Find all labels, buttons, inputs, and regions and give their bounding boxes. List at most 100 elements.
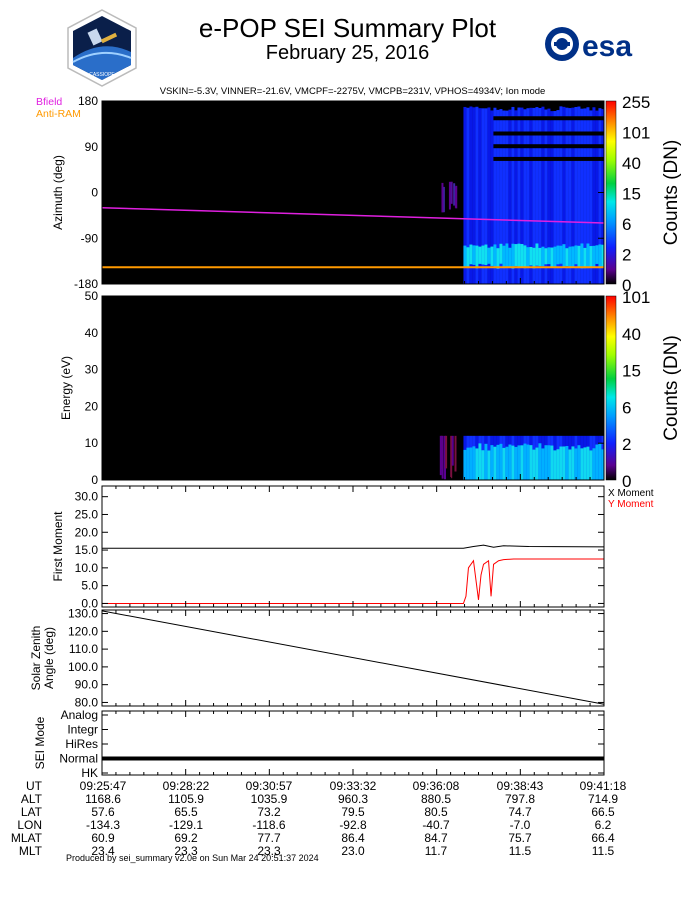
azimuth-cell [580, 108, 584, 284]
azimuth-cell [538, 108, 542, 284]
orbit-cell: 77.7 [257, 831, 281, 845]
azimuth-cell [453, 183, 456, 206]
azimuth-cell [505, 110, 509, 285]
orbit-cell: -129.1 [169, 818, 203, 832]
orbit-cell: 714.9 [588, 792, 618, 806]
azimuth-cell [496, 109, 500, 284]
orbit-row-label: MLT [19, 844, 43, 858]
azimuth-cell [511, 106, 515, 284]
azimuth-cell [514, 244, 518, 267]
energy-cell [496, 444, 500, 480]
energy-cell [574, 448, 578, 480]
azimuth-cell [481, 108, 485, 284]
azimuth-cell [595, 110, 599, 284]
azimuth-cell [529, 246, 533, 266]
azimuth-cell [487, 107, 491, 284]
orbit-cell: 60.9 [91, 831, 115, 845]
azimuth-cell [541, 246, 545, 267]
azimuth-cell [493, 107, 497, 284]
plot-title: e-POP SEI Summary Plot [198, 13, 497, 43]
azimuth-cell [601, 109, 605, 284]
energy-cell [499, 443, 503, 480]
orbit-cell: 1035.9 [251, 792, 288, 806]
energy-cell [586, 446, 590, 480]
footer-note: Produced by sei_summary v2.0e on Sun Mar… [66, 853, 319, 863]
azimuth-cell [484, 244, 488, 265]
energy-cell [490, 445, 494, 480]
orbit-cell: 09:25:47 [80, 779, 127, 793]
esa-logo-text: esa [582, 30, 632, 63]
azimuth-cell [544, 109, 548, 284]
plot-date: February 25, 2016 [265, 42, 430, 64]
energy-cell [505, 446, 509, 480]
energy-cell [559, 446, 563, 480]
azimuth-cell [493, 244, 497, 267]
azimuth-cell [448, 181, 451, 210]
azimuth-cell [553, 246, 557, 267]
solar-zenith-ytick-label: 80.0 [75, 695, 99, 709]
energy-cell [502, 447, 506, 480]
energy-cell [481, 450, 485, 480]
azimuth-cell [487, 247, 491, 264]
azimuth-cell [571, 246, 575, 267]
solar-zenith-ytick-label: 100.0 [68, 660, 98, 674]
azimuth-cell [592, 245, 596, 268]
azimuth-cell [517, 243, 521, 267]
azimuth-colorbar [605, 100, 617, 285]
energy-cell [526, 444, 530, 480]
orbit-cell: 84.7 [424, 831, 448, 845]
azimuth-cell [529, 107, 533, 284]
azimuth-cell [565, 248, 569, 267]
energy-colorbar-tick: 0 [622, 472, 631, 491]
azimuth-cell [556, 110, 560, 284]
energy-cell [444, 435, 447, 480]
azimuth-cell [553, 111, 557, 284]
orbit-cell: 11.7 [425, 844, 448, 858]
energy-ytick-label: 30 [85, 363, 99, 377]
solar-zenith-ylabel: Solar ZenithAngle (deg) [29, 626, 56, 691]
azimuth-cell [577, 245, 581, 268]
azimuth-cell [475, 106, 479, 284]
azimuth-cell [568, 108, 572, 284]
azimuth-cell [550, 247, 554, 267]
energy-cell [520, 445, 524, 480]
azimuth-cell [523, 109, 527, 284]
energy-colorbar-tick: 15 [622, 362, 641, 381]
orbit-cell: 79.5 [341, 805, 365, 819]
orbit-cell: -118.6 [252, 818, 285, 832]
first-moment-ytick-label: 10.0 [75, 561, 99, 575]
azimuth-cell [580, 243, 584, 269]
energy-cell [571, 446, 575, 480]
azimuth-cell [595, 245, 599, 264]
azimuth-cell [490, 110, 494, 285]
energy-cell [565, 446, 569, 480]
sei-mode-ytick-label: Normal [59, 752, 98, 766]
orbit-cell: 73.2 [257, 805, 281, 819]
azimuth-cell [472, 245, 476, 265]
orbit-cell: 23.0 [341, 844, 365, 858]
azimuth-cell [592, 107, 596, 284]
energy-cell [511, 445, 515, 480]
orbit-row-label: LAT [21, 805, 43, 819]
azimuth-cell [589, 110, 593, 285]
azimuth-cell [442, 186, 445, 213]
azimuth-cell [508, 109, 512, 284]
legend-y-moment: Y Moment [608, 499, 654, 510]
instrument-params: VSKIN=-5.3V, VINNER=-21.6V, VMCPF=-2275V… [159, 86, 546, 97]
solar-zenith-ytick-label: 120.0 [68, 624, 98, 638]
azimuth-cell [568, 246, 572, 268]
azimuth-cell [478, 108, 482, 284]
azimuth-cell [499, 109, 503, 284]
energy-cell [568, 449, 572, 480]
azimuth-cell [511, 243, 515, 269]
energy-cell [450, 435, 453, 479]
orbit-cell: 880.5 [421, 792, 451, 806]
energy-cell [529, 445, 533, 480]
legend-antiram: Anti-RAM [36, 108, 81, 120]
sei-mode-ytick-label: Analog [61, 708, 98, 722]
solar-zenith-ytick-label: 110.0 [69, 642, 98, 656]
orbit-cell: 797.8 [505, 792, 535, 806]
